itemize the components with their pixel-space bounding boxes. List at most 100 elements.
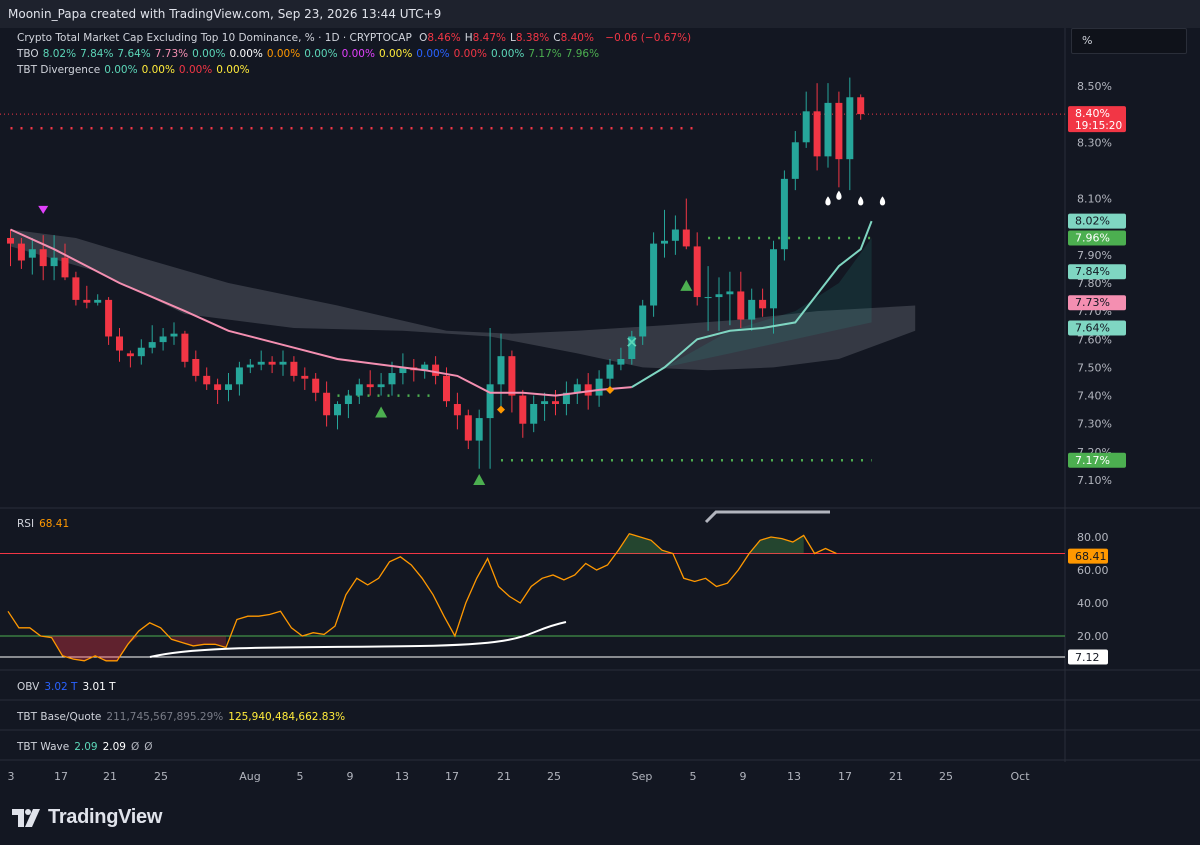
footer — [0, 790, 1200, 845]
divergence-value: 0.00% — [178, 64, 213, 76]
candle-body — [475, 418, 483, 441]
tradingview-logo[interactable]: TradingView — [12, 806, 162, 829]
rsi-badge: 7.12 — [1068, 649, 1108, 665]
tbo-fast-line — [10, 228, 632, 397]
rsi-axis-tick: 80.00 — [1077, 531, 1109, 544]
ohlc-key-o: O — [419, 32, 428, 44]
rsi-badge: 68.41 — [1068, 548, 1108, 564]
price-badge-text: 7.64% — [1075, 322, 1110, 335]
time-axis-label: 5 — [690, 770, 697, 783]
rsi-value: 68.41 — [39, 518, 70, 530]
price-badge-text: 7.73% — [1075, 296, 1110, 309]
candle-body — [214, 384, 222, 390]
candle-body — [126, 353, 134, 357]
divergence-values: 0.00% 0.00% 0.00% 0.00% — [104, 64, 253, 76]
ohlc-value-h: 8.47% — [472, 32, 507, 44]
change-value: −0.06 (−0.67%) — [605, 32, 692, 44]
price-axis-tick: 7.10% — [1077, 474, 1112, 487]
chart-canvas[interactable]: 8.50%8.30%8.10%7.90%7.80%7.70%7.60%7.50%… — [0, 28, 1200, 790]
price-axis-tick: 8.30% — [1077, 136, 1112, 149]
candle-body — [268, 361, 276, 365]
ohlc-key-c: C — [553, 32, 561, 44]
price-badge-bg — [1068, 452, 1126, 468]
main-legend: Crypto Total Market Cap Excluding Top 10… — [17, 32, 695, 44]
candle-body — [355, 384, 363, 396]
price-badge: 8.40%19:15:20 — [1068, 106, 1126, 133]
candle-body — [726, 291, 734, 295]
obv-name: OBV — [17, 681, 40, 693]
candle-body — [562, 392, 570, 405]
candle-body — [748, 299, 756, 320]
time-axis-label: 9 — [740, 770, 747, 783]
candle-body — [443, 375, 450, 402]
symbol-title[interactable]: Crypto Total Market Cap Excluding Top 10… — [17, 32, 412, 44]
candle-body — [301, 375, 309, 379]
candle-body — [530, 404, 538, 424]
time-axis-label: 13 — [787, 770, 801, 783]
tbo-value: 0.00% — [453, 48, 488, 60]
time-axis-label: 17 — [838, 770, 852, 783]
candle-body — [61, 257, 69, 278]
price-axis-tick: 8.10% — [1077, 193, 1112, 206]
base-quote-legend[interactable]: TBT Base/Quote 211,745,567,895.29% 125,940… — [17, 711, 350, 723]
candle-body — [835, 102, 843, 160]
time-axis-label: 25 — [939, 770, 953, 783]
ohlc-value-l: 8.38% — [515, 32, 550, 44]
base-quote-value-1: 211,745,567,895.29% — [106, 711, 224, 723]
base-quote-value-2: 125,940,484,662.83% — [228, 711, 346, 723]
candle-body — [824, 102, 832, 157]
rsi-legend[interactable]: RSI 68.41 — [17, 518, 74, 530]
candle-body — [432, 364, 440, 376]
base-quote-name: TBT Base/Quote — [17, 711, 102, 723]
unit-selector[interactable]: % — [1071, 28, 1187, 54]
candle-body — [595, 378, 603, 396]
white-drop — [836, 190, 842, 200]
ohlc-value-o: 8.46% — [427, 32, 461, 44]
candle-body — [704, 297, 712, 299]
time-axis-label: 25 — [154, 770, 168, 783]
tbo-value: 7.73% — [154, 48, 189, 60]
tbo-value: 0.00% — [378, 48, 413, 60]
candle-body — [464, 415, 472, 441]
price-axis-tick: 7.60% — [1077, 333, 1112, 346]
tbo-value: 0.00% — [192, 48, 226, 60]
obv-legend[interactable]: OBV 3.02 T 3.01 T — [17, 681, 121, 693]
candle-body — [225, 384, 232, 390]
tbo-value: 0.00% — [416, 48, 450, 60]
wave-name: TBT Wave — [17, 741, 70, 753]
wave-value-3: Ø — [130, 741, 140, 753]
time-axis-label: 5 — [297, 770, 304, 783]
time-axis-label: 3 — [8, 770, 15, 783]
candle-body — [334, 404, 341, 416]
price-badge-bg — [1068, 106, 1126, 133]
diamond-signal — [606, 385, 614, 394]
divergence-legend[interactable]: TBT Divergence 0.00% 0.00% 0.00% 0.00% — [17, 64, 258, 76]
candle-body — [50, 257, 58, 267]
candle-body — [486, 384, 494, 419]
rsi-oversold-fill — [171, 636, 226, 648]
candle-body — [203, 375, 211, 385]
tbo-slow-line — [631, 220, 873, 388]
divergence-value: 0.00% — [141, 64, 175, 76]
candle-body — [421, 364, 429, 371]
candle-body — [497, 356, 505, 385]
candle-body — [453, 404, 461, 416]
tbo-legend[interactable]: TBO 8.02% 7.84% 7.64% 7.73% 0.00% 0.00% 0.00% 0.… — [17, 48, 607, 60]
wave-legend[interactable]: TBT Wave 2.09 2.09 Ø Ø — [17, 741, 158, 753]
price-badge-bg — [1068, 320, 1126, 336]
white-drop — [858, 196, 864, 206]
candle-body — [552, 401, 559, 405]
price-axis-tick: 7.50% — [1077, 361, 1112, 374]
candle-body — [639, 305, 647, 337]
candle-body — [377, 384, 385, 388]
candle-body — [802, 111, 810, 143]
price-axis-tick: 7.90% — [1077, 249, 1112, 262]
price-badge-text: 7.96% — [1075, 231, 1110, 244]
candle-body — [323, 392, 331, 416]
candles — [7, 77, 865, 469]
ohlc-values: O8.46% H8.47% L8.38% C8.40% — [419, 32, 598, 44]
candle-body — [671, 229, 679, 241]
candle-body — [181, 333, 189, 362]
ohlc-key-l: L — [510, 32, 516, 44]
candle-body — [682, 229, 690, 247]
